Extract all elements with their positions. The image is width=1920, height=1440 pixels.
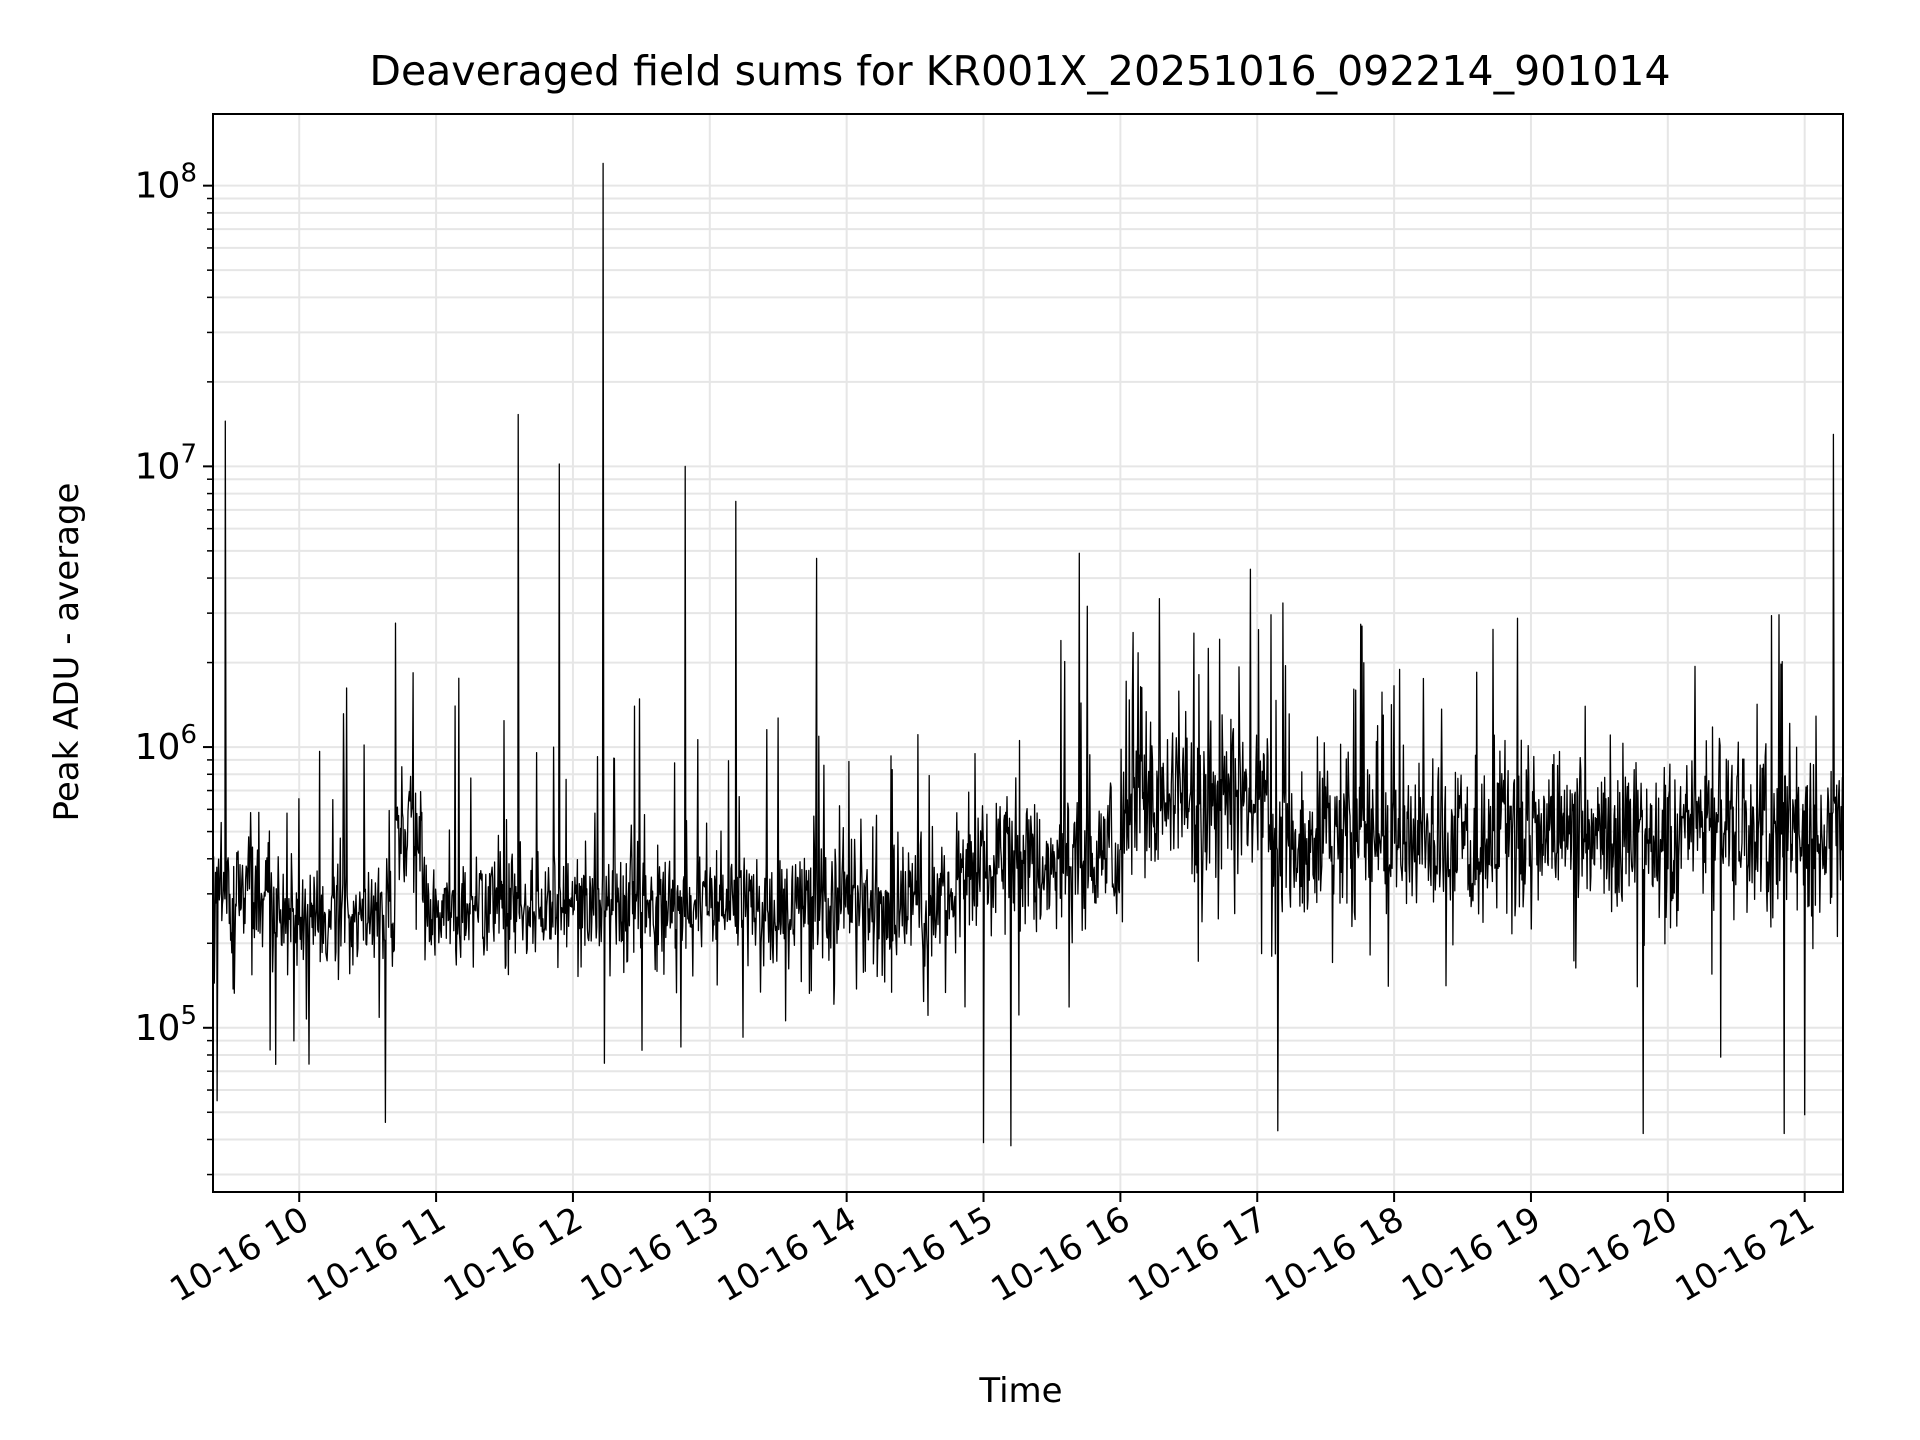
axes <box>212 113 1844 1193</box>
y-axis-ticks: 105 106 107 108 <box>135 159 213 1176</box>
y-tick-label: 107 <box>135 439 197 487</box>
y-axis-label: Peak ADU - average <box>47 483 87 822</box>
series-field-sums <box>212 162 1844 1147</box>
y-tick-label: 108 <box>135 159 197 207</box>
y-tick-label: 105 <box>135 1001 197 1049</box>
plot-frame <box>212 113 1844 1193</box>
y-tick-label: 106 <box>135 720 197 768</box>
x-axis-label: Time <box>978 1371 1062 1411</box>
series-line <box>212 162 1844 1147</box>
chart-title: Deaveraged field sums for KR001X_2025101… <box>369 47 1670 95</box>
